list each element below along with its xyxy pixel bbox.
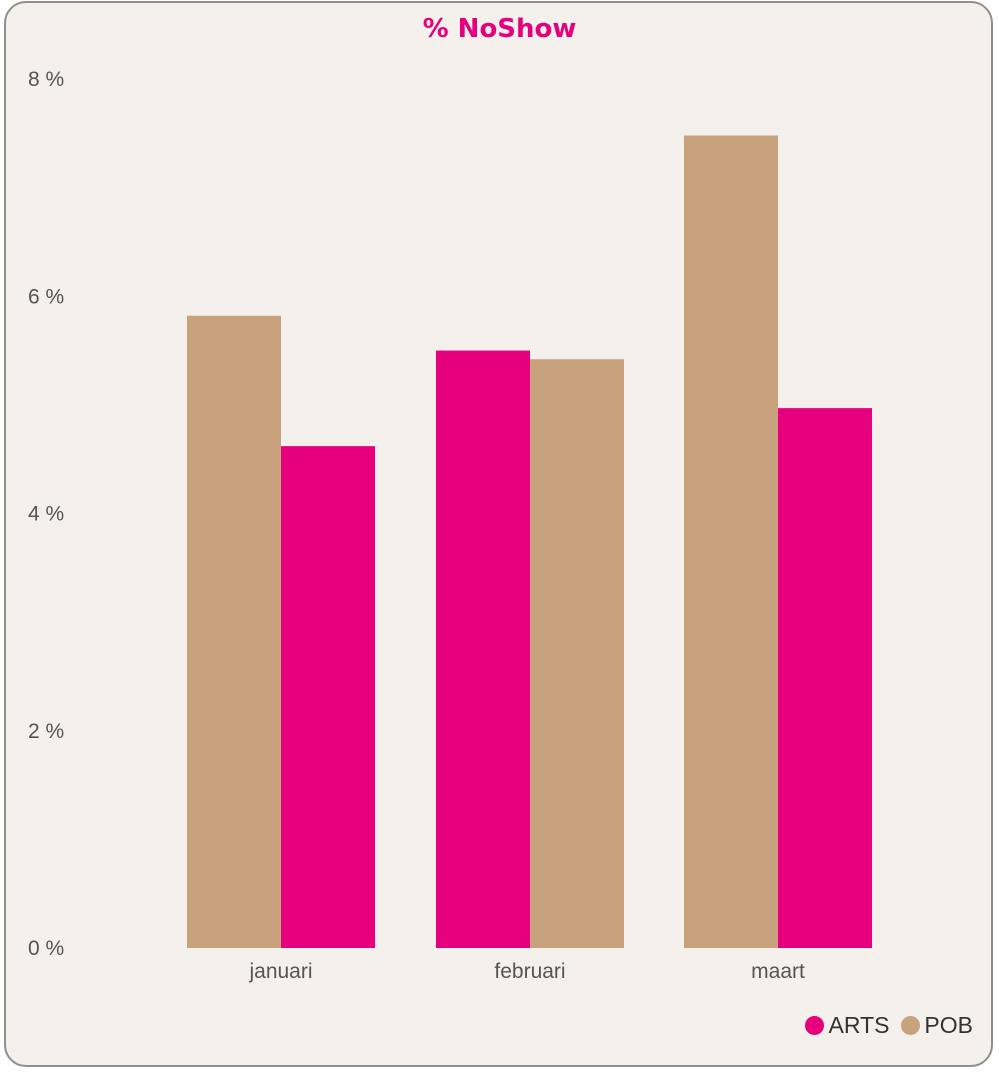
legend-label-arts: ARTS xyxy=(828,1012,890,1038)
bar-pob-januari[interactable] xyxy=(187,315,281,948)
y-tick-label: 8 % xyxy=(28,68,64,91)
bar-arts-februari[interactable] xyxy=(436,350,530,948)
y-tick-label: 0 % xyxy=(28,937,64,960)
x-tick-label: maart xyxy=(751,960,805,983)
bar-arts-maart[interactable] xyxy=(778,408,872,948)
legend-item-pob[interactable]: POB xyxy=(901,1012,973,1039)
bar-arts-januari[interactable] xyxy=(281,446,375,948)
bar-pob-maart[interactable] xyxy=(684,135,778,949)
legend-marker-pob xyxy=(901,1016,921,1035)
legend-label-pob: POB xyxy=(924,1012,973,1038)
x-tick-label: januari xyxy=(248,960,312,983)
legend-marker-arts xyxy=(805,1016,825,1035)
y-tick-label: 4 % xyxy=(28,503,64,526)
legend: ARTS POB xyxy=(799,1012,973,1039)
chart-title: % NoShow xyxy=(422,14,577,44)
x-tick-label: februari xyxy=(494,960,565,983)
y-tick-label: 6 % xyxy=(28,285,64,308)
legend-item-arts[interactable]: ARTS xyxy=(805,1012,889,1039)
bar-pob-februari[interactable] xyxy=(530,359,624,948)
y-tick-label: 2 % xyxy=(28,720,64,743)
